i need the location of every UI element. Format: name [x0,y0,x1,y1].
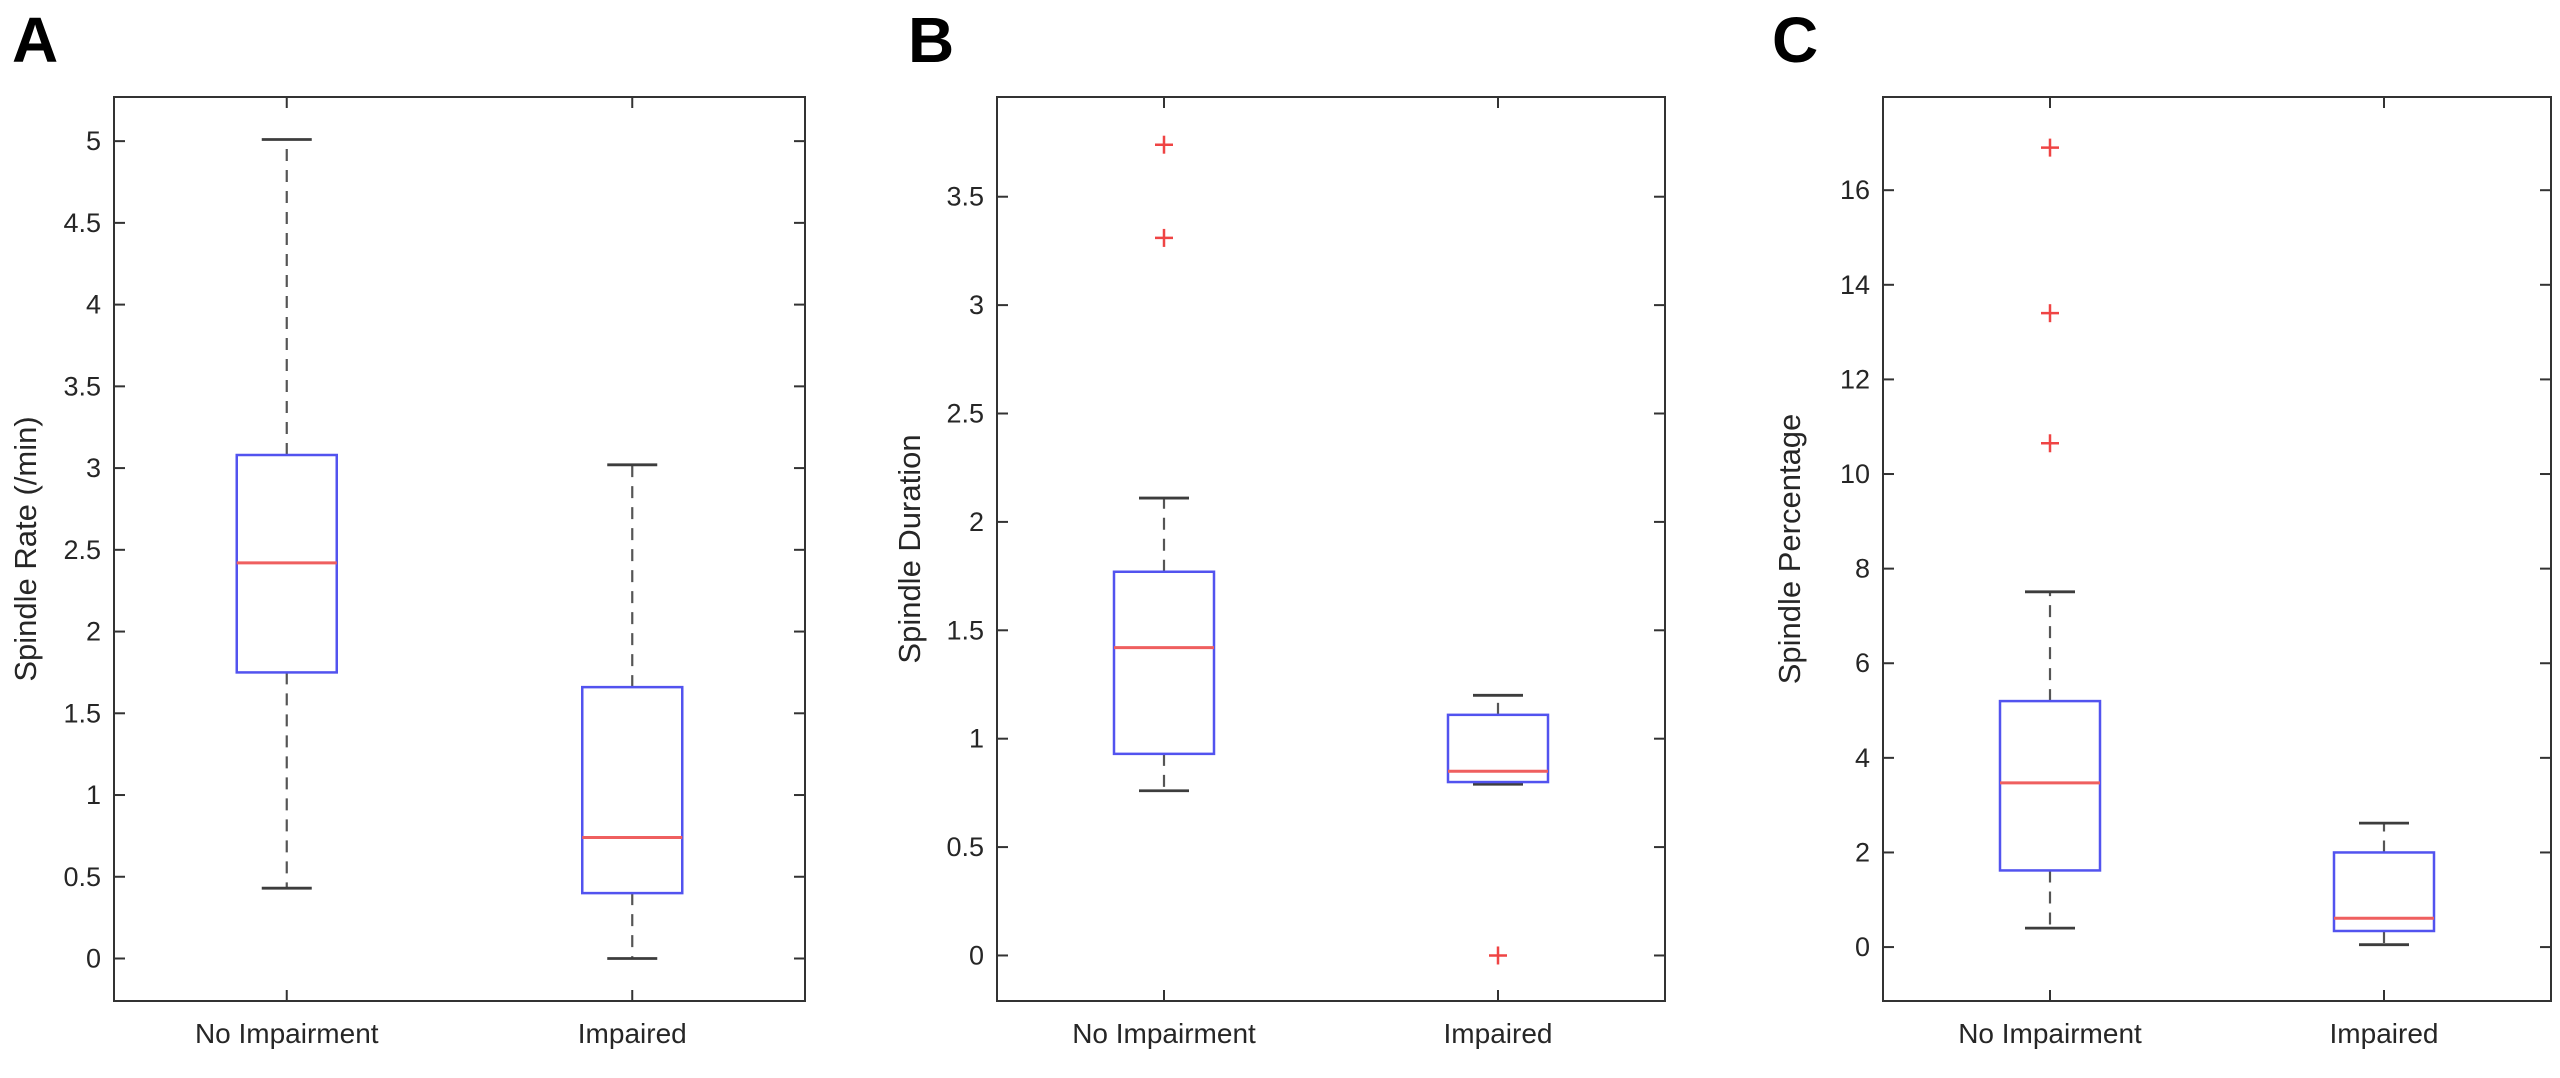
panel-letter-a: A [12,4,59,76]
svg-text:0: 0 [1855,932,1870,962]
svg-text:3.5: 3.5 [946,182,984,212]
svg-text:2.5: 2.5 [946,399,984,429]
category-label-c-no-impairment: No Impairment [1958,1018,2142,1049]
svg-text:1: 1 [969,724,984,754]
svg-text:2: 2 [969,507,984,537]
category-label-b-no-impairment: No Impairment [1072,1018,1256,1049]
svg-text:8: 8 [1855,554,1870,584]
panel-letter-b: B [908,4,955,76]
svg-text:0.5: 0.5 [946,832,984,862]
y-axis-label-spindle-duration: Spindle Duration [892,434,927,664]
svg-text:3: 3 [969,290,984,320]
svg-text:16: 16 [1840,175,1870,205]
panel-letter-c: C [1772,4,1819,76]
svg-text:6: 6 [1855,648,1870,678]
category-label-a-impaired: Impaired [577,1018,687,1049]
svg-text:12: 12 [1840,364,1870,394]
svg-text:14: 14 [1840,270,1870,300]
svg-text:10: 10 [1840,459,1870,489]
svg-text:0: 0 [969,940,984,970]
svg-text:4: 4 [1855,743,1870,773]
category-label-b-impaired: Impaired [1443,1018,1553,1049]
svg-text:3: 3 [86,453,101,483]
svg-text:3.5: 3.5 [63,371,101,401]
category-label-a-no-impairment: No Impairment [194,1018,379,1049]
svg-text:2.5: 2.5 [63,535,101,565]
category-label-c-impaired: Impaired [2329,1018,2439,1049]
svg-text:0: 0 [86,943,101,973]
svg-text:4: 4 [86,290,101,320]
svg-text:5: 5 [86,126,101,156]
y-axis-label-spindle-rate: Spindle Rate (/min) [8,416,43,682]
svg-text:2: 2 [1855,837,1870,867]
svg-text:4.5: 4.5 [63,208,101,238]
svg-text:1.5: 1.5 [946,615,984,645]
svg-text:2: 2 [86,617,101,647]
svg-text:1: 1 [86,780,101,810]
svg-text:0.5: 0.5 [63,862,101,892]
y-axis-label-spindle-percentage: Spindle Percentage [1772,413,1807,685]
svg-text:1.5: 1.5 [63,698,101,728]
